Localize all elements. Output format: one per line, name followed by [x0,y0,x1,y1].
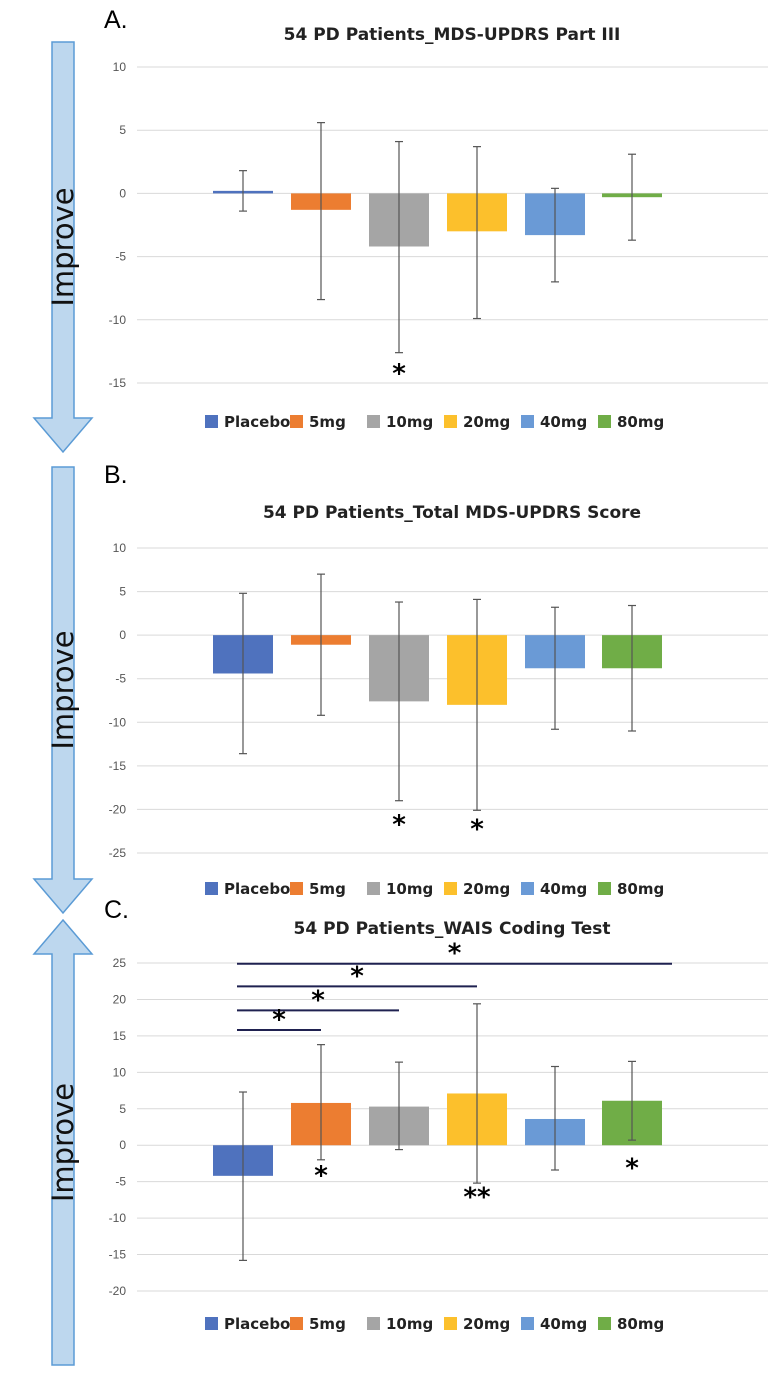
legend-label: 10mg [386,880,433,898]
legend-label: Placebo [224,880,290,898]
y-tick-label: -5 [115,250,126,264]
bracket-significance-mark: * [272,1005,286,1035]
y-tick-label: 15 [113,1029,127,1043]
y-tick-label: -20 [109,1284,127,1298]
y-tick-label: 5 [119,1102,126,1116]
legend-label: 40mg [540,880,587,898]
legend-swatch-40mg [521,415,534,428]
y-tick-label: 10 [113,60,127,74]
y-tick-label: -20 [109,802,127,816]
legend-swatch-5mg [290,415,303,428]
arrow-label: Improve [46,187,80,306]
significance-mark: ** [463,1183,491,1213]
significance-mark: * [470,814,484,844]
y-tick-label: -10 [109,313,127,327]
legend-label: 20mg [463,1315,510,1333]
y-tick-label: 10 [113,541,127,555]
improve-arrow-down-icon [32,466,94,915]
legend-label: 80mg [617,413,664,431]
legend-swatch-10mg [367,882,380,895]
y-tick-label: 0 [119,628,126,642]
chart-title: 54 PD Patients_WAIS Coding Test [294,919,611,939]
legend-label: 40mg [540,1315,587,1333]
arrow-label: Improve [46,1083,80,1202]
legend-label: 20mg [463,880,510,898]
y-tick-label: 25 [113,956,127,970]
y-tick-label: -10 [109,1211,127,1225]
legend-label: 80mg [617,880,664,898]
y-tick-label: -25 [109,846,127,860]
legend-label: Placebo [224,1315,290,1333]
legend-swatch-40mg [521,1317,534,1330]
legend-label: 5mg [309,413,346,431]
bracket-significance-mark: * [448,939,462,969]
legend-label: 40mg [540,413,587,431]
significance-mark: * [314,1161,328,1191]
y-tick-label: 0 [119,1138,126,1152]
legend-label: 20mg [463,413,510,431]
bracket-significance-mark: * [311,985,325,1015]
y-tick-label: -15 [109,1248,127,1262]
legend-label: 5mg [309,1315,346,1333]
y-tick-label: -5 [115,672,126,686]
y-tick-label: 0 [119,186,126,200]
y-tick-label: -5 [115,1175,126,1189]
legend-label: 10mg [386,1315,433,1333]
legend-swatch-5mg [290,1317,303,1330]
legend-swatch-20mg [444,882,457,895]
legend-label: 5mg [309,880,346,898]
chart-title: 54 PD Patients_MDS-UPDRS Part III [284,25,621,45]
significance-mark: * [392,810,406,840]
y-tick-label: -15 [109,759,127,773]
improve-arrow-up-icon [32,918,94,1366]
arrow-label: Improve [46,630,80,749]
bracket-significance-mark: * [350,961,364,991]
chart-title: 54 PD Patients_Total MDS-UPDRS Score [263,503,641,523]
y-tick-label: -10 [109,715,127,729]
legend-swatch-10mg [367,1317,380,1330]
legend-swatch-Placebo [205,882,218,895]
legend-swatch-5mg [290,882,303,895]
panel-label: A. [104,6,128,34]
legend-swatch-Placebo [205,415,218,428]
panel-label: B. [104,461,128,489]
legend-swatch-20mg [444,415,457,428]
significance-mark: * [625,1154,639,1184]
y-tick-label: 20 [113,992,127,1006]
y-tick-label: 5 [119,123,126,137]
legend-swatch-Placebo [205,1317,218,1330]
legend-swatch-20mg [444,1317,457,1330]
legend-swatch-40mg [521,882,534,895]
legend-label: 10mg [386,413,433,431]
legend-swatch-80mg [598,1317,611,1330]
y-tick-label: 5 [119,585,126,599]
legend-swatch-10mg [367,415,380,428]
legend-label: Placebo [224,413,290,431]
legend-swatch-80mg [598,882,611,895]
panel-label: C. [104,896,129,924]
legend-swatch-80mg [598,415,611,428]
improve-arrow-down-icon [32,41,94,454]
significance-mark: * [392,359,406,389]
y-tick-label: -15 [109,376,127,390]
legend-label: 80mg [617,1315,664,1333]
y-tick-label: 10 [113,1065,127,1079]
